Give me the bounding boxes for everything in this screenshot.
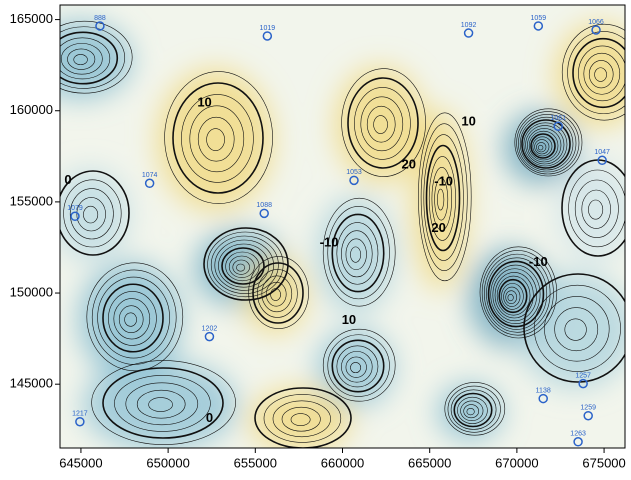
x-tick-label: 645000 [59, 455, 102, 470]
station-label: 1047 [594, 149, 610, 156]
contour-map: 10 -10 20 0 10 -10 20 10 0 -10 888 1019 1092 1059 1066… [0, 0, 631, 475]
station-label: 1053 [346, 169, 362, 176]
y-tick-label: 165000 [10, 11, 53, 26]
y-tick-label: 160000 [10, 102, 53, 117]
station-label: 1019 [260, 25, 276, 32]
contour-label: 0 [206, 410, 213, 425]
shade-blob [517, 272, 631, 389]
x-tick-label: 675000 [582, 455, 625, 470]
station-label: 1079 [67, 205, 83, 212]
station-label: 1088 [256, 202, 272, 209]
station-label: 1074 [142, 172, 158, 179]
station-label: 1217 [72, 411, 88, 418]
y-tick-label: 155000 [10, 193, 53, 208]
contour-label: 0 [64, 172, 71, 187]
x-tick-label: 670000 [495, 455, 538, 470]
station-label: 1061 [550, 115, 566, 122]
x-tick-label: 655000 [234, 455, 277, 470]
contour-label: 10 [461, 114, 475, 129]
x-tick-label: 660000 [321, 455, 364, 470]
station-label: 1092 [461, 22, 477, 29]
station-label: 1059 [531, 15, 547, 22]
contour-label: -10 [320, 235, 339, 250]
x-tick-label: 650000 [146, 455, 189, 470]
x-tick-label: 665000 [408, 455, 451, 470]
y-tick-label: 150000 [10, 284, 53, 299]
station-label: 1202 [202, 325, 218, 332]
station-label: 1259 [580, 405, 596, 412]
station-label: 1263 [570, 431, 586, 438]
contour-label: 10 [342, 312, 356, 327]
shade-blob [504, 112, 577, 185]
contour-label: 20 [431, 220, 445, 235]
contour-label: -10 [529, 254, 548, 269]
contour-label: 10 [197, 95, 211, 110]
station-label: 1257 [575, 372, 591, 379]
station-label: 888 [94, 15, 106, 22]
plot-area [28, 5, 631, 453]
contour-label: 20 [402, 157, 416, 172]
contour-label: -10 [434, 174, 453, 189]
station-label: 1138 [536, 387, 551, 394]
station-label: 1066 [588, 19, 604, 26]
y-tick-label: 145000 [10, 376, 53, 391]
